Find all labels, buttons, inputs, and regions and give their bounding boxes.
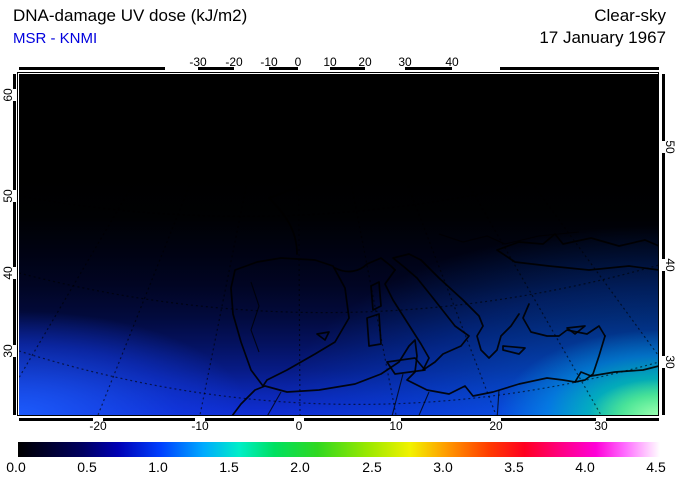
colorbar-label: 4.5 <box>646 459 666 475</box>
island-crete <box>502 345 526 355</box>
left-axis-tick: 40 <box>1 266 15 280</box>
border-tunisia-libya <box>418 391 430 415</box>
border-libya-egypt <box>496 389 500 415</box>
right-axis-tick: 30 <box>663 355 677 369</box>
map-neatline-right <box>662 74 665 415</box>
top-axis-tick: 30 <box>398 55 412 69</box>
coast-italy <box>384 253 470 371</box>
border-central-europe <box>438 231 580 245</box>
bottom-axis-tick: 30 <box>594 419 608 433</box>
date-label: 17 January 1967 <box>539 28 666 47</box>
map-neatline-left <box>13 74 16 415</box>
map-neatline-bottom <box>19 418 659 421</box>
data-source-label: MSR - KNMI <box>13 30 98 47</box>
right-axis-tick: 50 <box>663 140 677 154</box>
island-corsica <box>370 281 382 311</box>
sky-condition-label: Clear-sky <box>594 6 666 25</box>
top-axis-tick: -30 <box>189 55 207 69</box>
coast-france-south <box>334 257 396 273</box>
bottom-axis-tick: -20 <box>89 419 107 433</box>
colorbar-label: 3.5 <box>504 459 524 475</box>
top-axis-tick: 40 <box>445 55 459 69</box>
border-spain-portugal <box>250 281 260 353</box>
graticule-meridians <box>19 74 659 415</box>
coast-levant <box>574 335 606 383</box>
colorbar-label: 1.0 <box>148 459 168 475</box>
colorbar-label: 2.5 <box>362 459 382 475</box>
map-frame <box>17 72 659 416</box>
country-borders <box>250 231 580 415</box>
colorbar-label: 0.5 <box>77 459 97 475</box>
border-algeria-tunisia <box>391 373 404 415</box>
colorbar-label: 3.0 <box>433 459 453 475</box>
map-overlay-svg <box>19 74 659 415</box>
colorbar-label: 4.0 <box>575 459 595 475</box>
left-axis-tick: 30 <box>1 344 15 358</box>
bottom-axis-tick: 20 <box>489 419 503 433</box>
coast-turkey <box>522 303 606 337</box>
island-sicily <box>386 357 426 375</box>
top-axis-tick: 0 <box>294 55 302 69</box>
uv-dose-heatmap <box>19 74 659 415</box>
bottom-axis-tick: 0 <box>295 419 303 433</box>
coast-france-west <box>268 175 330 255</box>
border-morocco-algeria <box>267 391 282 415</box>
coast-balkans-greece <box>420 259 520 359</box>
page-title: DNA-damage UV dose (kJ/m2) <box>13 6 248 25</box>
map-neatline-top <box>19 67 659 70</box>
left-axis-tick: 60 <box>1 88 15 102</box>
bottom-axis-tick: -10 <box>191 419 209 433</box>
left-axis-tick: 50 <box>1 189 15 203</box>
colorbar-label: 1.5 <box>219 459 239 475</box>
top-axis-tick: 20 <box>358 55 372 69</box>
coast-black-sea <box>496 233 659 271</box>
top-axis-tick: -20 <box>225 55 243 69</box>
top-axis-tick: 10 <box>323 55 337 69</box>
graticule-parallels <box>19 74 659 405</box>
colorbar-label: 0.0 <box>6 459 26 475</box>
colorbar <box>18 442 660 457</box>
right-axis-tick: 40 <box>663 258 677 272</box>
island-mallorca <box>316 331 330 341</box>
bottom-axis-tick: 10 <box>389 419 403 433</box>
coastlines <box>230 175 659 415</box>
island-cyprus <box>566 325 586 335</box>
island-sardinia <box>366 313 382 347</box>
coast-iberia <box>230 257 350 387</box>
top-axis-tick: -10 <box>260 55 278 69</box>
colorbar-label: 2.0 <box>290 459 310 475</box>
coast-north-africa <box>231 339 659 415</box>
